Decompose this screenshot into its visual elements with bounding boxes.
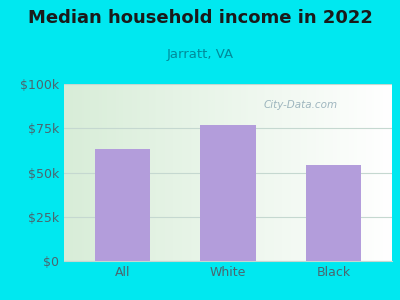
Text: City-Data.com: City-Data.com [263,100,337,110]
Bar [95,149,150,261]
Bar [200,125,256,261]
Text: Median household income in 2022: Median household income in 2022 [28,9,372,27]
Text: Jarratt, VA: Jarratt, VA [166,48,234,61]
Bar [306,165,361,261]
